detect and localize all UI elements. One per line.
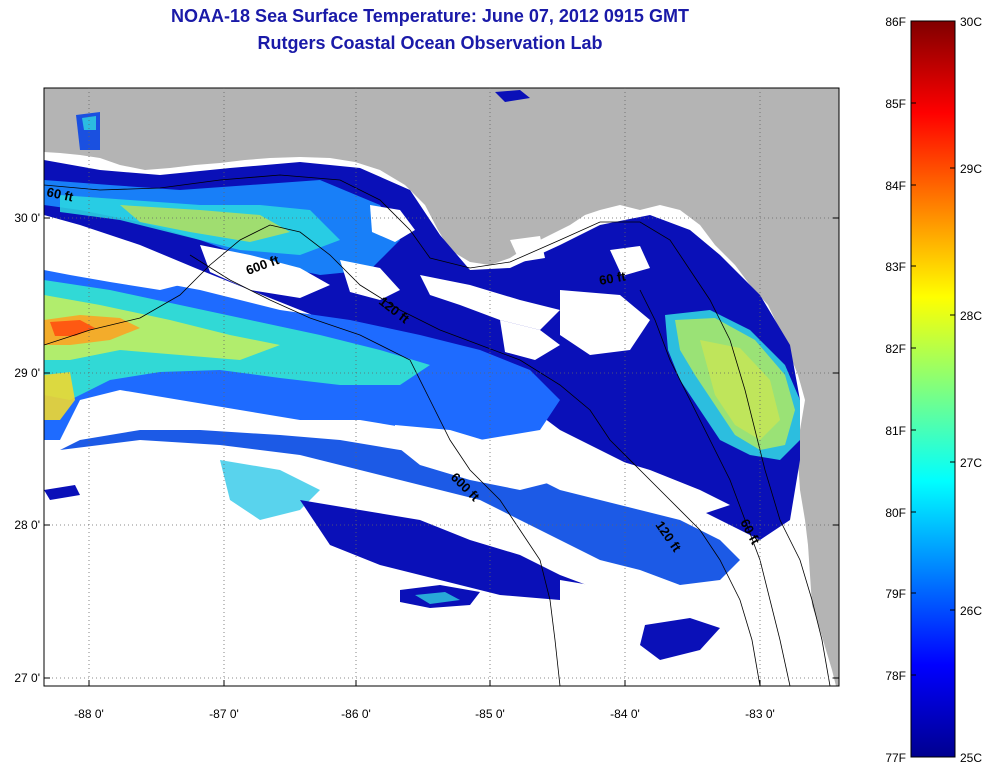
colorbar-c-label: 28C (960, 309, 982, 323)
colorbar-c-label: 29C (960, 162, 982, 176)
colorbar-ticks (911, 20, 955, 758)
colorbar-f-label: 80F (885, 506, 906, 520)
lat-label: 27 0' (14, 671, 40, 685)
lon-label: -84 0' (610, 707, 640, 721)
lon-label: -88 0' (74, 707, 104, 721)
colorbar-c-label: 25C (960, 751, 982, 765)
graticule (44, 88, 839, 686)
lon-label: -86 0' (341, 707, 371, 721)
colorbar-f-label: 81F (885, 424, 906, 438)
cloud-mask (44, 205, 839, 686)
map-title: NOAA-18 Sea Surface Temperature: June 07… (171, 6, 689, 26)
contour-label: 60 ft (45, 184, 75, 204)
lon-label: -85 0' (475, 707, 505, 721)
colorbar-c-label: 26C (960, 604, 982, 618)
map-subtitle: Rutgers Coastal Ocean Observation Lab (257, 33, 603, 53)
colorbar-f-label: 82F (885, 342, 906, 356)
lon-label: -83 0' (745, 707, 775, 721)
colorbar-f-label: 77F (885, 751, 906, 765)
lat-label: 30 0' (14, 211, 40, 225)
bathymetry-contours (44, 174, 831, 686)
plot-frame (43, 87, 840, 687)
colorbar-f-label: 84F (885, 179, 906, 193)
lat-label: 28 0' (14, 518, 40, 532)
tick-marks (44, 217, 839, 686)
colorbar (910, 20, 956, 758)
colorbar-c-label: 30C (960, 15, 982, 29)
colorbar-f-label: 79F (885, 587, 906, 601)
colorbar-f-label: 83F (885, 260, 906, 274)
colorbar-f-label: 78F (885, 669, 906, 683)
lat-label: 29 0' (14, 366, 40, 380)
colorbar-f-label: 86F (885, 15, 906, 29)
colorbar-f-label: 85F (885, 97, 906, 111)
colorbar-c-label: 27C (960, 456, 982, 470)
land-mass (44, 88, 839, 686)
lon-label: -87 0' (209, 707, 239, 721)
contour-label: 60 ft (598, 268, 628, 288)
sst-data-layer (44, 90, 800, 660)
